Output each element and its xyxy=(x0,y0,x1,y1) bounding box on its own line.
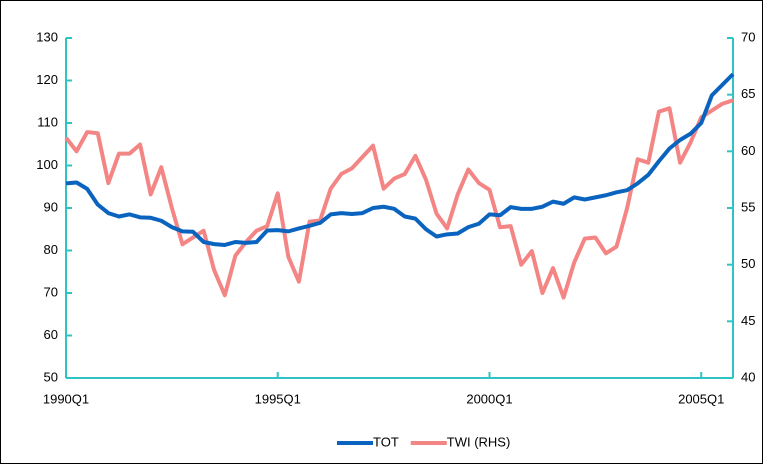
legend-label: TWI (RHS) xyxy=(447,434,511,449)
y2-tick-label: 45 xyxy=(741,313,755,328)
y-tick-label: 120 xyxy=(36,72,58,87)
series-line xyxy=(64,98,734,300)
x-tick-label: 1995Q1 xyxy=(255,391,301,406)
y2-tick-label: 70 xyxy=(741,29,755,44)
series-line xyxy=(65,72,735,247)
y2-tick-label: 65 xyxy=(741,86,755,101)
y-tick-label: 50 xyxy=(44,369,58,384)
y2-tick-label: 60 xyxy=(741,143,755,158)
x-tick-label: 1990Q1 xyxy=(43,391,89,406)
y-tick-label: 90 xyxy=(44,199,58,214)
y-tick-label: 70 xyxy=(44,284,58,299)
y-tick-label: 80 xyxy=(44,242,58,257)
y2-tick-label: 55 xyxy=(741,199,755,214)
y-tick-label: 110 xyxy=(37,114,58,129)
x-tick-label: 2005Q1 xyxy=(678,391,724,406)
y-tick-label: 100 xyxy=(36,157,58,172)
y-tick-label: 130 xyxy=(36,29,58,44)
x-tick-label: 2000Q1 xyxy=(466,391,512,406)
legend-label: TOT xyxy=(373,434,399,449)
y2-tick-label: 40 xyxy=(741,369,755,384)
y2-tick-label: 50 xyxy=(741,256,755,271)
y-tick-label: 60 xyxy=(44,327,58,342)
